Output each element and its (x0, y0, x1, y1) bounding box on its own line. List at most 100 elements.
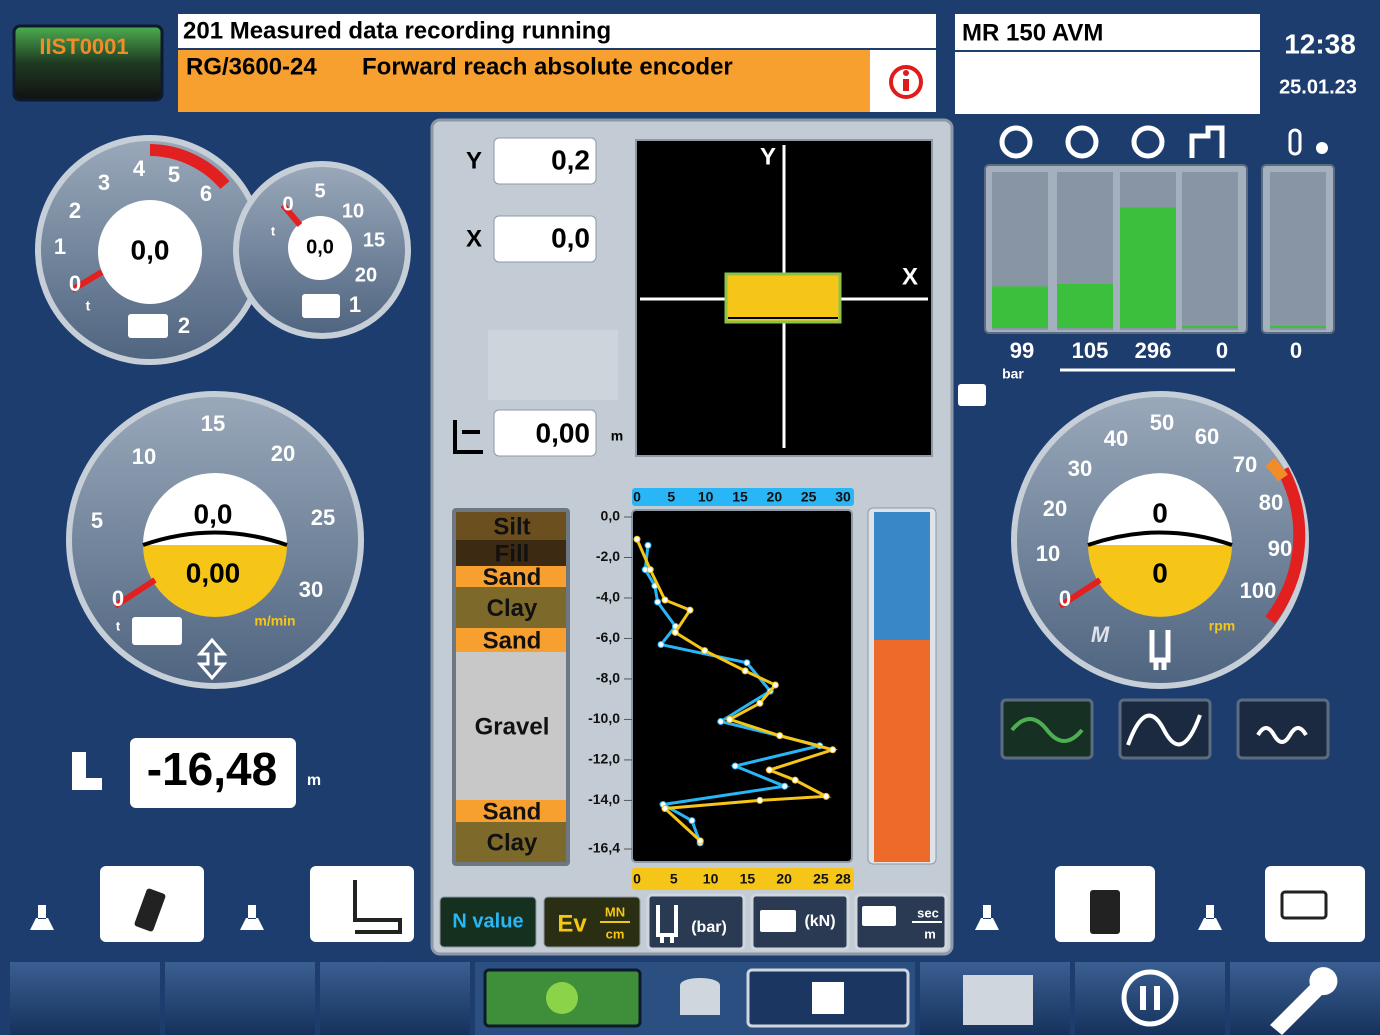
reach-button[interactable] (310, 866, 414, 942)
gauge-tick-label: 70 (1233, 452, 1257, 477)
gauge-tick-label: 60 (1195, 424, 1219, 449)
offset-unit: m (611, 428, 623, 444)
machine-icon (963, 975, 1033, 1025)
load2-gauge-unit: t (271, 223, 276, 238)
pressure-unit: bar (1002, 366, 1024, 382)
soil-layer (456, 587, 566, 628)
shape (1189, 125, 1225, 158)
record-indicator (546, 982, 578, 1014)
pressure-value: 105 (1072, 338, 1109, 363)
force-button[interactable] (750, 893, 850, 951)
depth-tick-label: -16,4 (588, 840, 620, 856)
depth-icon (86, 778, 102, 790)
profile-point (646, 566, 654, 574)
pressure-column (1182, 172, 1238, 330)
soil-layer (456, 800, 566, 822)
top-axis-bar (632, 488, 854, 506)
time-unit-bottom: m (924, 926, 936, 941)
pressure-bar (1057, 284, 1113, 328)
bottom-tick-label: 5 (670, 871, 678, 887)
wave-mid-icon (1126, 713, 1202, 747)
profile-point (765, 766, 773, 774)
speed-gauge-speed: 0,00 (186, 557, 241, 588)
load2-gauge-needle (280, 203, 303, 227)
pause-icon-bar (1140, 986, 1146, 1010)
gauge-tick-label: 25 (311, 505, 335, 530)
gauge-tick-label: 20 (355, 264, 377, 286)
rpm-gauge-red-zone (1265, 467, 1306, 624)
profile-point (633, 535, 641, 543)
profile-point (644, 541, 652, 549)
status-box (178, 14, 936, 48)
progress-lower (874, 640, 930, 862)
n-value-button[interactable] (439, 896, 537, 948)
wave-low-icon (1010, 717, 1084, 743)
pressure-bar (1182, 326, 1238, 328)
winch-icon (302, 294, 340, 318)
gauge-tick-label: 1 (54, 234, 66, 259)
pressure-icon (656, 905, 678, 943)
stop-icon (812, 982, 844, 1014)
profile-point (771, 681, 779, 689)
rpm-gauge-unit: rpm (1209, 618, 1235, 634)
joystick-icon (240, 905, 264, 930)
pause-icon-bar (1154, 986, 1160, 1010)
gauge-tick-label: 0 (112, 586, 124, 611)
nav-map-button[interactable] (165, 962, 315, 1035)
speed-gauge-upper (143, 473, 287, 545)
incl-y-value: 0,2 (551, 144, 590, 175)
offset-box (493, 409, 597, 457)
speed-gauge-load: 0,0 (194, 498, 233, 529)
pressure-bar (1120, 207, 1176, 328)
soil-layer (456, 628, 566, 652)
soil-layer-label: Fill (495, 540, 530, 567)
feed-button[interactable] (1265, 866, 1365, 942)
gauge-tick-label: 50 (1150, 410, 1174, 435)
profile-point (661, 596, 669, 604)
depth-tick-label: -4,0 (596, 589, 620, 605)
alarm-icon-dot (903, 70, 909, 76)
rotary-icon (1149, 630, 1171, 670)
depth-icon (72, 752, 86, 790)
profile-plot (631, 509, 853, 863)
bottom-tick-label: 0 (633, 871, 641, 887)
nav-site-button[interactable] (320, 962, 470, 1035)
aux-value: 0 (1290, 338, 1302, 363)
wave-high-button[interactable] (1236, 698, 1330, 760)
gauge-tick-label: 15 (363, 229, 385, 251)
crosshair-y-label: Y (760, 143, 776, 170)
ev-unit-bottom: cm (606, 926, 625, 941)
load-gauge-display (98, 200, 202, 304)
incl-x-label: X (466, 225, 482, 252)
rpm-gauge-rpm: 0 (1152, 557, 1168, 588)
ev-label: Ev (557, 910, 587, 937)
pressure-panel (984, 164, 1248, 334)
gauge-tick-label: 2 (69, 198, 81, 223)
load-gauge-unit: t (86, 298, 91, 314)
status-text: 201 Measured data recording running (183, 17, 611, 44)
alarm-box (178, 50, 870, 112)
offset-icon (453, 420, 483, 454)
load-gauge-value: 0,0 (131, 234, 170, 265)
profile-point (743, 659, 751, 667)
shape (1065, 125, 1099, 159)
mast-icon (134, 888, 166, 932)
gauge-tick-label: 20 (1043, 496, 1067, 521)
service-icon (958, 384, 986, 406)
soil-layer (456, 652, 566, 800)
ev-button[interactable] (543, 896, 641, 948)
joystick-icon (1198, 905, 1222, 930)
blank-area (488, 330, 618, 400)
top-tick-label: 25 (801, 489, 817, 505)
depth-tick-label: -14,0 (588, 791, 620, 807)
top-tick-label: 15 (732, 489, 748, 505)
alarm-message: Forward reach absolute encoder (362, 53, 733, 80)
gauge-tick-label: 0 (1059, 586, 1071, 611)
wrench-icon (1270, 967, 1338, 1035)
feed-icon (1280, 890, 1328, 920)
depth-tick-label: 0,0 (601, 508, 621, 524)
wave-high-icon (1256, 726, 1308, 744)
gauge-tick-label: 100 (1240, 578, 1277, 603)
nav-pages-button[interactable] (10, 962, 160, 1035)
gauge-tick-label: 4 (133, 156, 146, 181)
